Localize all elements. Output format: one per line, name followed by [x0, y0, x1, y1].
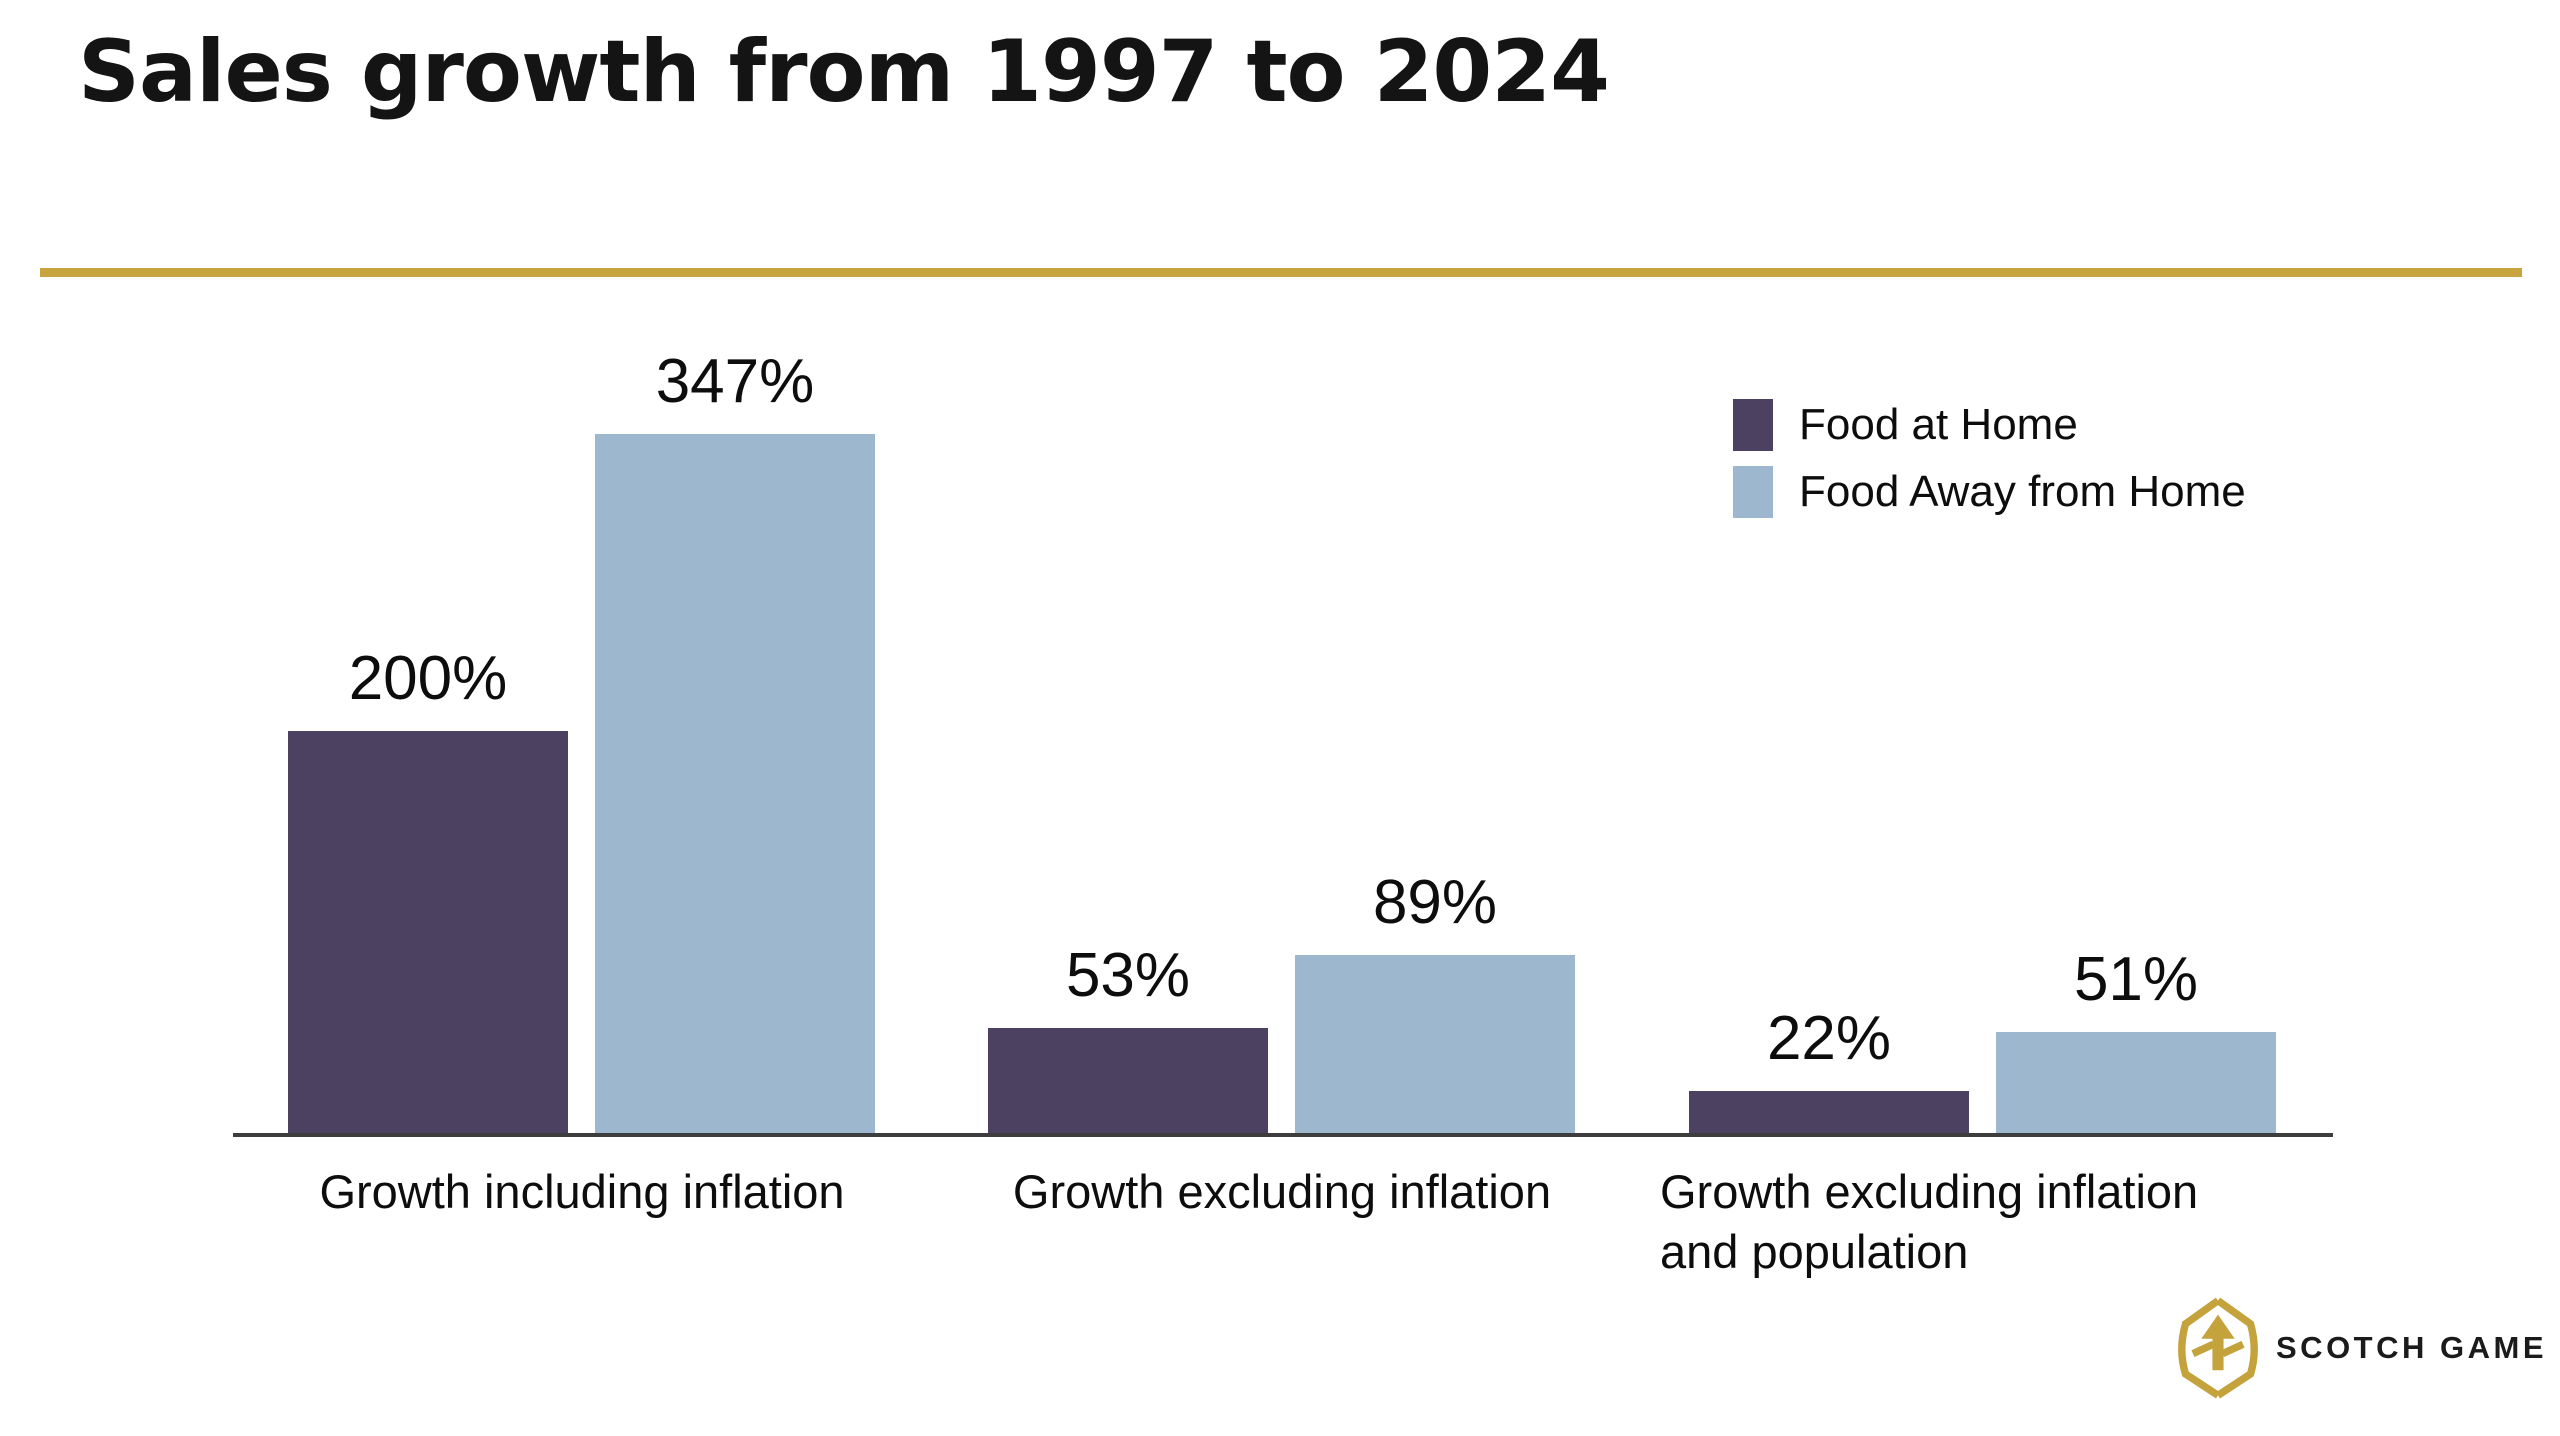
bar-value-label: 51%: [2073, 945, 2199, 1014]
bar-value-label: 89%: [1372, 868, 1498, 937]
category-label-growth-excluding-inflation: Growth excluding inflation: [1012, 1165, 1552, 1218]
bar-value-label: 200%: [348, 644, 508, 713]
scotch-game-logo-text: SCOTCH GAME: [2276, 1330, 2547, 1365]
category-label-growth-excluding-inflation-and-population: Growth excluding inflation and populatio…: [1660, 1165, 2199, 1279]
bar-series1-group2: [1996, 1032, 2276, 1135]
bar-series0-group2: [1689, 1091, 1969, 1135]
legend: Food at Home Food Away from Home: [1733, 398, 2246, 532]
gold-divider-line: [40, 268, 2522, 277]
scotch-game-logo: SCOTCH GAME: [2176, 1296, 2547, 1400]
scotch-game-logo-icon: [2178, 1297, 2258, 1399]
bar-value-label: 53%: [1065, 941, 1191, 1010]
legend-swatch-food-away-from-home: [1733, 466, 1773, 518]
category-label-growth-including-inflation: Growth including inflation: [319, 1165, 845, 1218]
bar-value-label: 22%: [1766, 1004, 1892, 1073]
bar-series0-group1: [988, 1028, 1268, 1135]
legend-swatch-food-at-home: [1733, 399, 1773, 451]
page-title: Sales growth from 1997 to 2024: [78, 22, 1610, 122]
bar-series1-group1: [1295, 955, 1575, 1135]
legend-item-food-at-home: Food at Home: [1733, 398, 2246, 452]
legend-item-food-away-from-home: Food Away from Home: [1733, 465, 2246, 519]
x-axis-line: [233, 1133, 2333, 1137]
bar-value-label: 347%: [655, 347, 815, 416]
legend-label: Food at Home: [1799, 400, 2078, 449]
bar-series0-group0: [288, 731, 568, 1135]
legend-label: Food Away from Home: [1799, 467, 2246, 516]
bar-series1-group0: [595, 434, 875, 1135]
